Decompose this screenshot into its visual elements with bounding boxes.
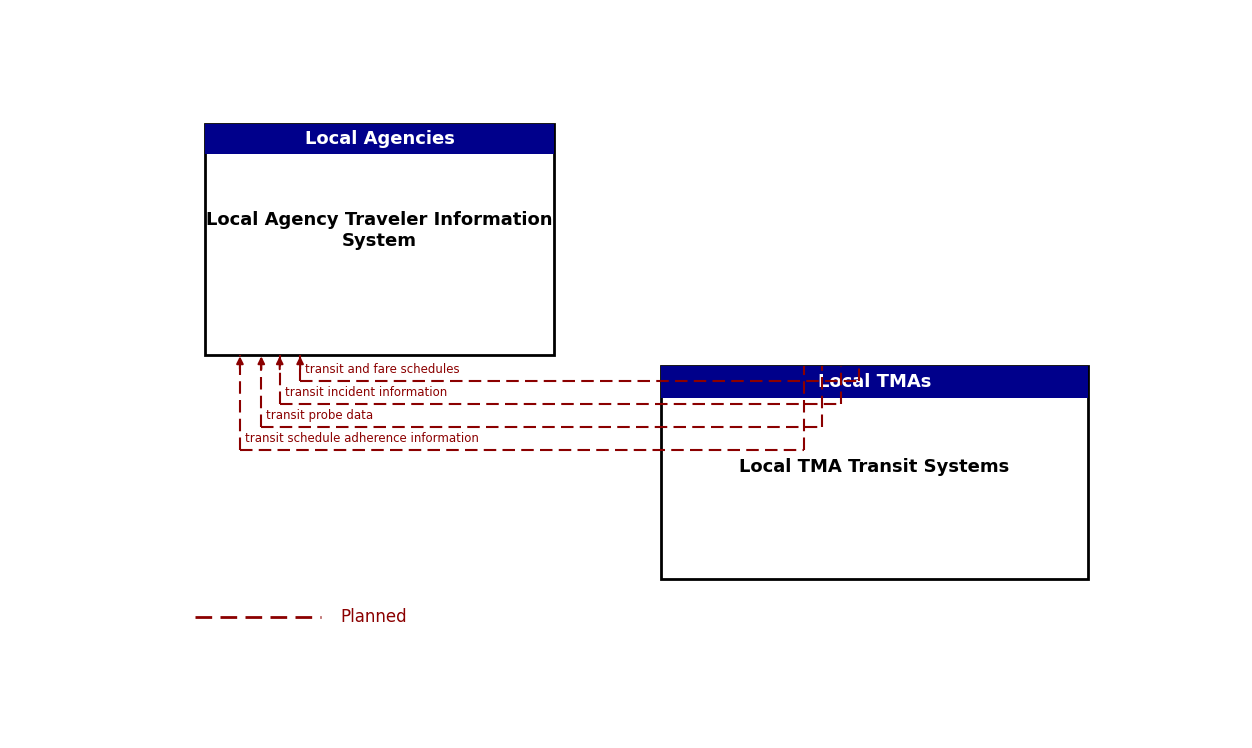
Text: Local Agency Traveler Information
System: Local Agency Traveler Information System (207, 211, 553, 250)
Bar (661, 367, 1088, 398)
Text: transit schedule adherence information: transit schedule adherence information (245, 432, 478, 445)
Bar (205, 124, 555, 355)
Text: transit and fare schedules: transit and fare schedules (305, 363, 459, 376)
Text: transit incident information: transit incident information (284, 386, 447, 399)
Text: Local TMA Transit Systems: Local TMA Transit Systems (740, 458, 1009, 476)
Text: Planned: Planned (341, 608, 407, 626)
Text: Local Agencies: Local Agencies (304, 130, 454, 148)
Bar (205, 124, 555, 154)
Text: transit probe data: transit probe data (267, 409, 373, 422)
Bar (661, 367, 1088, 580)
Text: Local TMAs: Local TMAs (818, 373, 931, 391)
